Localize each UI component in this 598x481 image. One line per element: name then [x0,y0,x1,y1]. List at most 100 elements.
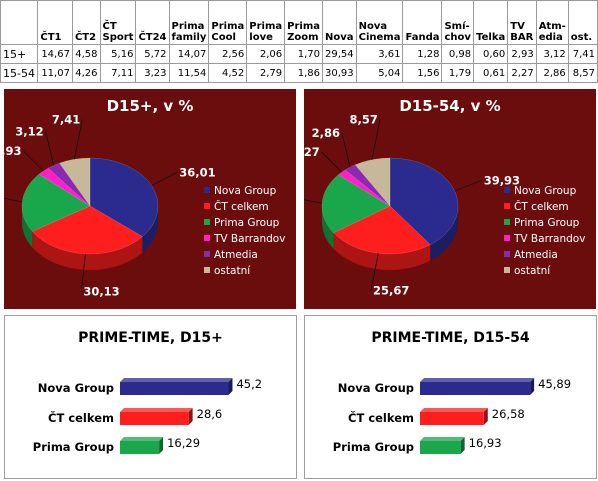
category-label: ČT celkem [348,410,414,425]
bar-top [420,408,488,412]
leader-line [45,131,55,166]
table-cell: 8,57 [567,63,598,83]
chart-title: PRIME-TIME, D15-54 [371,330,530,346]
column-header: ČT1 [37,0,73,45]
bar-chart-d1554: Nova Group 45,89 ČT celkem 26,58 Prima Group… [333,377,571,454]
data-label: 30,13 [83,284,119,298]
legend-label: Nova Group [214,185,277,197]
table-row: 15+ 14,67 4,58 5,16 5,72 14,07 2,56 2,06 1,70 29,… [0,44,598,64]
table-cell: 30,93 [321,63,357,83]
chart-title: PRIME-TIME, D15+ [78,330,223,346]
table-cell: 1,56 [402,63,443,83]
column-header: Nova [321,0,357,45]
leader-line [73,119,83,160]
bar-side [483,408,488,425]
table-cell: 0,61 [473,63,509,83]
data-label: 2,86 [312,126,340,140]
data-label: 16,29 [167,436,200,450]
table-cell: 2,56 [208,44,248,64]
bar-side [188,408,193,425]
bar-top [420,437,465,441]
table-cell: 7,41 [567,44,598,64]
column-header: ČT24 [135,0,170,45]
table-cell: 0,60 [473,44,509,64]
legend-swatch [204,219,210,225]
bar [420,441,461,454]
table-cell: 2,06 [246,44,286,64]
table-cell: 3,12 [535,44,569,64]
column-header: Prima Cool [208,0,248,45]
pie-slice [21,173,91,232]
legend-label: TV Barrandov [213,233,285,245]
data-label: 39,93 [484,173,520,187]
table-cell: 11,07 [37,63,73,83]
data-label: 45,2 [236,377,262,391]
legend-swatch [204,203,210,209]
table-cell: 2,86 [535,63,569,83]
leader-line [321,151,343,173]
pie-slice-side [22,206,33,248]
table-cell: 2,79 [246,63,286,83]
bar-panel-d1554: PRIME-TIME, D15-54 Nova Group 45,89 ČT cel… [304,315,597,479]
share-table: ČT1 ČT2 ČT Sport ČT24 Prima family Prima Cool… [0,0,598,83]
data-label: 28,6 [197,407,223,421]
table-cell: 0,98 [441,44,475,64]
column-header: ČT Sport [99,0,137,45]
legend-label: TV Barrandov [513,233,585,245]
legend-label: Atmedia [514,249,558,261]
leader-line [341,133,351,168]
table-cell: 7,11 [99,63,137,83]
bar [120,382,229,395]
pie-slice [389,157,459,246]
data-label: 16,93 [469,436,502,450]
table-row: 15-54 11,07 4,26 7,11 3,23 11,54 4,52 2,79 1,86 3… [0,63,598,83]
bar [420,382,531,395]
data-label: 26,58 [492,407,525,421]
pie-slice-side [430,206,458,261]
legend-swatch [504,235,510,241]
table-cell: 2,93 [507,44,537,64]
table-cell: 1,79 [441,63,475,83]
bar [120,412,189,425]
legend-swatch [204,235,210,241]
pie-panel-d1554: D15-54, v % 39,9325,6720,712,272,868,57N… [304,89,596,309]
bar-top [420,378,535,382]
chart-title: D15+, v % [106,97,194,115]
column-header: ost. [567,0,598,45]
row-label: 15+ [0,44,39,64]
legend-label: ČT celkem [514,200,569,213]
table-cell: 14,67 [37,44,73,64]
column-header: Prima love [246,0,286,45]
legend-swatch [504,267,510,273]
row-label: 15-54 [0,63,39,83]
legend-swatch [204,251,210,257]
legend-swatch [204,267,210,273]
table-cell: 29,54 [321,44,357,64]
leader-line [23,150,44,172]
column-header: Fanda [402,0,443,45]
leader-line [371,119,381,160]
bar-side [159,437,164,454]
legend-swatch [204,187,210,193]
pie-panel-d15: D15+, v % 36,0130,1320,392,933,127,41Nov… [4,89,296,309]
chart-title: D15-54, v % [399,97,501,115]
column-header: TV BAR [507,0,537,45]
pie-slice [321,174,391,234]
column-header: Smí-chov [441,0,475,45]
legend-swatch [504,251,510,257]
bar-side [228,378,233,395]
bar-side [460,437,465,454]
legend-label: ostatní [514,265,551,277]
leader-line [454,179,482,192]
table-cell: 2,27 [507,63,537,83]
pie-slice-side [32,231,143,270]
category-label: Prima Group [333,440,414,454]
table-cell: 1,86 [284,63,323,83]
bar-top [120,408,193,412]
column-header: Prima Zoom [284,0,323,45]
pie-side [322,206,458,270]
pie-slice-side [142,206,158,253]
table-cell: 3,23 [135,63,170,83]
data-label: 45,89 [538,377,571,391]
column-header: Telka [473,0,509,45]
